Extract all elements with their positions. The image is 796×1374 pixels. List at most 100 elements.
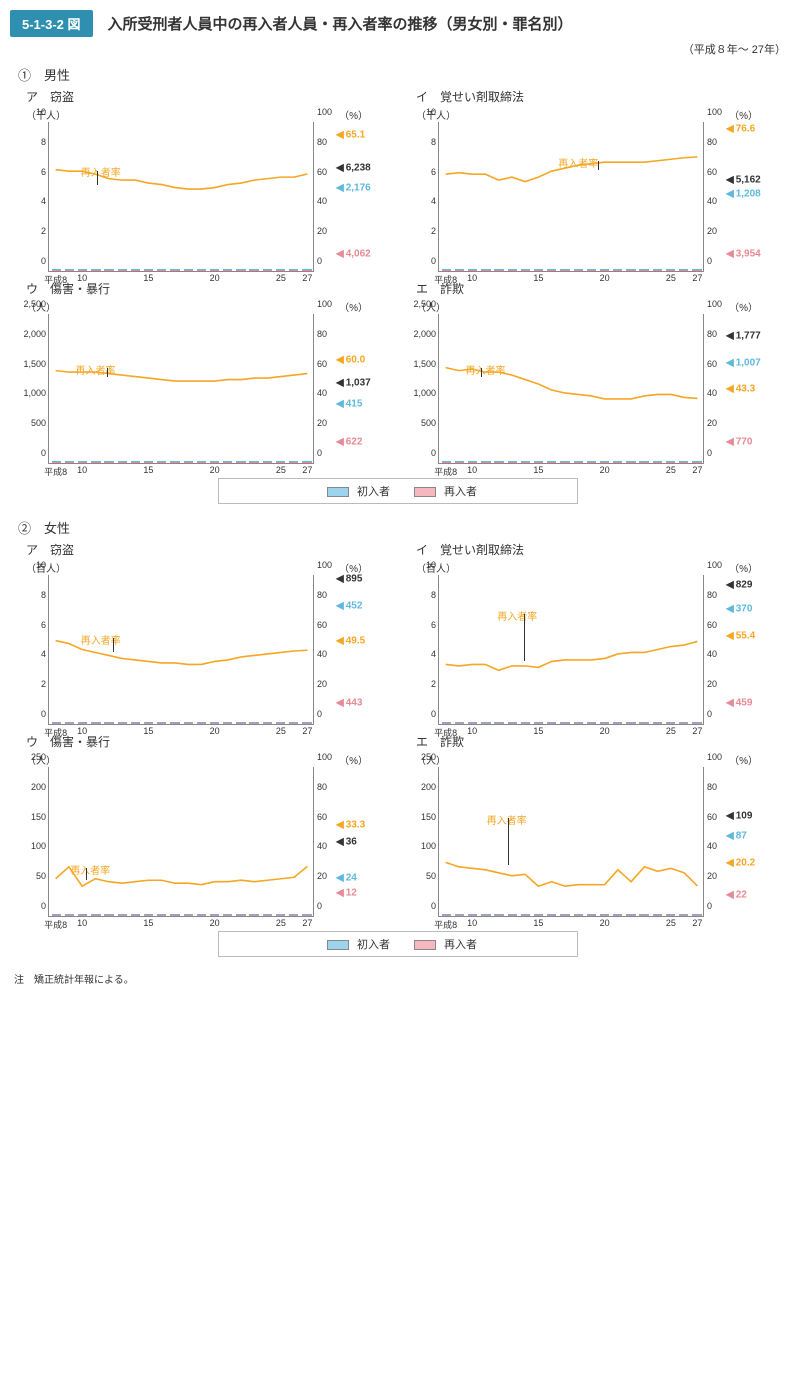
bar-repeat: [249, 915, 258, 916]
bar-repeat: [104, 462, 113, 463]
y2-unit: （%）: [339, 107, 368, 122]
ytick-r: 100: [314, 299, 332, 309]
bar-repeat: [184, 270, 193, 271]
bar: [494, 914, 503, 916]
section-label: ① 男性: [18, 65, 786, 84]
rate-label: 再入者率: [487, 812, 527, 827]
bar-repeat: [587, 462, 596, 463]
bar-repeat: [78, 462, 87, 463]
callout: ◀24: [336, 873, 357, 884]
bar-repeat: [481, 723, 490, 724]
bar-repeat: [263, 462, 272, 463]
ytick-r: 100: [704, 752, 722, 762]
ytick-r: 0: [704, 256, 712, 266]
bar: [157, 722, 166, 724]
bar: [494, 722, 503, 724]
bar: [157, 461, 166, 463]
xtick: 10: [77, 916, 87, 928]
callout: ◀415: [336, 399, 362, 410]
chart-title: ウ 傷害・暴行: [26, 280, 380, 297]
bar-repeat: [65, 270, 74, 271]
bar: [508, 722, 517, 724]
ytick: 250: [31, 752, 49, 762]
bar-repeat: [104, 915, 113, 916]
rate-arrow: [107, 368, 108, 377]
xtick: 27: [302, 916, 312, 928]
callout: ◀459: [726, 697, 752, 708]
ytick: 250: [421, 752, 439, 762]
bar: [223, 914, 232, 916]
bar: [65, 461, 74, 463]
bar: [170, 722, 179, 724]
bar-repeat: [666, 462, 675, 463]
bar-repeat: [289, 915, 298, 916]
bar: [249, 269, 258, 271]
bar: [249, 461, 258, 463]
ytick: 100: [31, 841, 49, 851]
bar-repeat: [481, 270, 490, 271]
bar: [547, 461, 556, 463]
bar-repeat: [223, 915, 232, 916]
bar-repeat: [442, 723, 451, 724]
callout: ◀829: [726, 579, 752, 590]
bar: [534, 914, 543, 916]
bar: [468, 722, 477, 724]
bar: [52, 269, 61, 271]
bar: [197, 461, 206, 463]
ytick: 2,500: [23, 299, 49, 309]
ytick: 0: [41, 256, 49, 266]
ytick: 0: [41, 448, 49, 458]
bar-repeat: [131, 915, 140, 916]
bar: [118, 914, 127, 916]
bar: [91, 914, 100, 916]
callout: ◀5,162: [726, 174, 761, 185]
bar: [521, 269, 530, 271]
bar: [521, 914, 530, 916]
bar: [442, 914, 451, 916]
bar: [91, 269, 100, 271]
rate-label: 再入者率: [558, 155, 598, 170]
page-title: 入所受刑者人員中の再入者人員・再入者率の推移（男女別・罪名別）: [108, 13, 573, 34]
callout: ◀1,007: [726, 357, 761, 368]
bar-repeat: [157, 462, 166, 463]
bar-repeat: [455, 270, 464, 271]
bar-repeat: [666, 915, 675, 916]
bar-repeat: [494, 723, 503, 724]
bar: [302, 461, 311, 463]
ytick-r: 60: [314, 167, 327, 177]
xtick: 25: [276, 463, 286, 475]
bar: [481, 461, 490, 463]
xtick: 25: [666, 463, 676, 475]
callout: ◀443: [336, 697, 362, 708]
bar: [104, 269, 113, 271]
bar: [118, 722, 127, 724]
bar-repeat: [574, 723, 583, 724]
ytick-r: 80: [704, 329, 717, 339]
xtick: 27: [692, 916, 702, 928]
chart-title: ア 窃盗: [26, 541, 380, 558]
bar: [679, 722, 688, 724]
bar: [249, 722, 258, 724]
ytick: 2: [431, 679, 439, 689]
bar: [78, 914, 87, 916]
xtick: 15: [533, 916, 543, 928]
chart-plot: 050100150200250020406080100平成81015202527…: [438, 767, 704, 917]
bar-repeat: [468, 462, 477, 463]
y2-unit: （%）: [339, 299, 368, 314]
bar-repeat: [653, 723, 662, 724]
bar-repeat: [534, 915, 543, 916]
bar-repeat: [210, 462, 219, 463]
bar-repeat: [236, 270, 245, 271]
bar-repeat: [560, 462, 569, 463]
bar-repeat: [263, 915, 272, 916]
bar-repeat: [547, 270, 556, 271]
bar: [65, 269, 74, 271]
chart-title: エ 詐欺: [416, 280, 770, 297]
bar-repeat: [210, 723, 219, 724]
bar-repeat: [626, 462, 635, 463]
chart-title: ア 窃盗: [26, 88, 380, 105]
rate-label: 再入者率: [497, 608, 537, 623]
bar: [613, 722, 622, 724]
xtick: 平成8: [44, 463, 67, 478]
bar-repeat: [574, 915, 583, 916]
